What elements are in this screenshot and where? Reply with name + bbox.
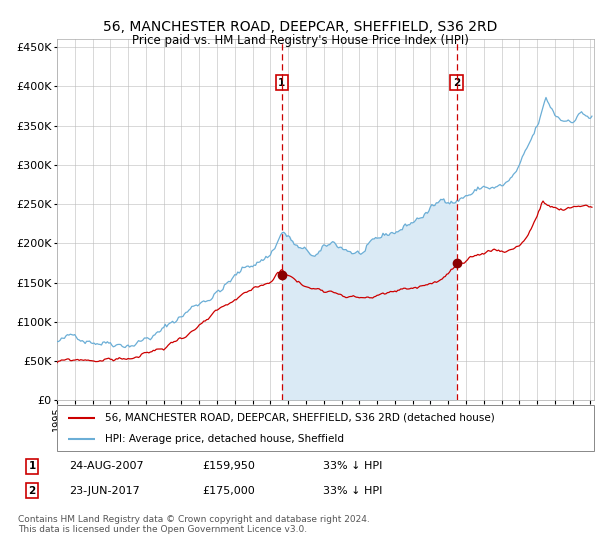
Text: 24-AUG-2007: 24-AUG-2007 [70, 461, 144, 471]
Text: £159,950: £159,950 [202, 461, 255, 471]
Text: 33% ↓ HPI: 33% ↓ HPI [323, 486, 382, 496]
Text: 2: 2 [29, 486, 36, 496]
Text: 56, MANCHESTER ROAD, DEEPCAR, SHEFFIELD, S36 2RD: 56, MANCHESTER ROAD, DEEPCAR, SHEFFIELD,… [103, 20, 497, 34]
Text: 56, MANCHESTER ROAD, DEEPCAR, SHEFFIELD, S36 2RD (detached house): 56, MANCHESTER ROAD, DEEPCAR, SHEFFIELD,… [106, 413, 495, 423]
Text: Price paid vs. HM Land Registry's House Price Index (HPI): Price paid vs. HM Land Registry's House … [131, 34, 469, 46]
FancyBboxPatch shape [57, 405, 594, 451]
Text: Contains HM Land Registry data © Crown copyright and database right 2024.
This d: Contains HM Land Registry data © Crown c… [18, 515, 370, 534]
Text: 1: 1 [29, 461, 36, 471]
Text: 23-JUN-2017: 23-JUN-2017 [70, 486, 140, 496]
Text: 1: 1 [278, 77, 286, 87]
Text: 33% ↓ HPI: 33% ↓ HPI [323, 461, 382, 471]
Text: £175,000: £175,000 [202, 486, 255, 496]
Text: 2: 2 [453, 77, 460, 87]
Text: HPI: Average price, detached house, Sheffield: HPI: Average price, detached house, Shef… [106, 435, 344, 444]
